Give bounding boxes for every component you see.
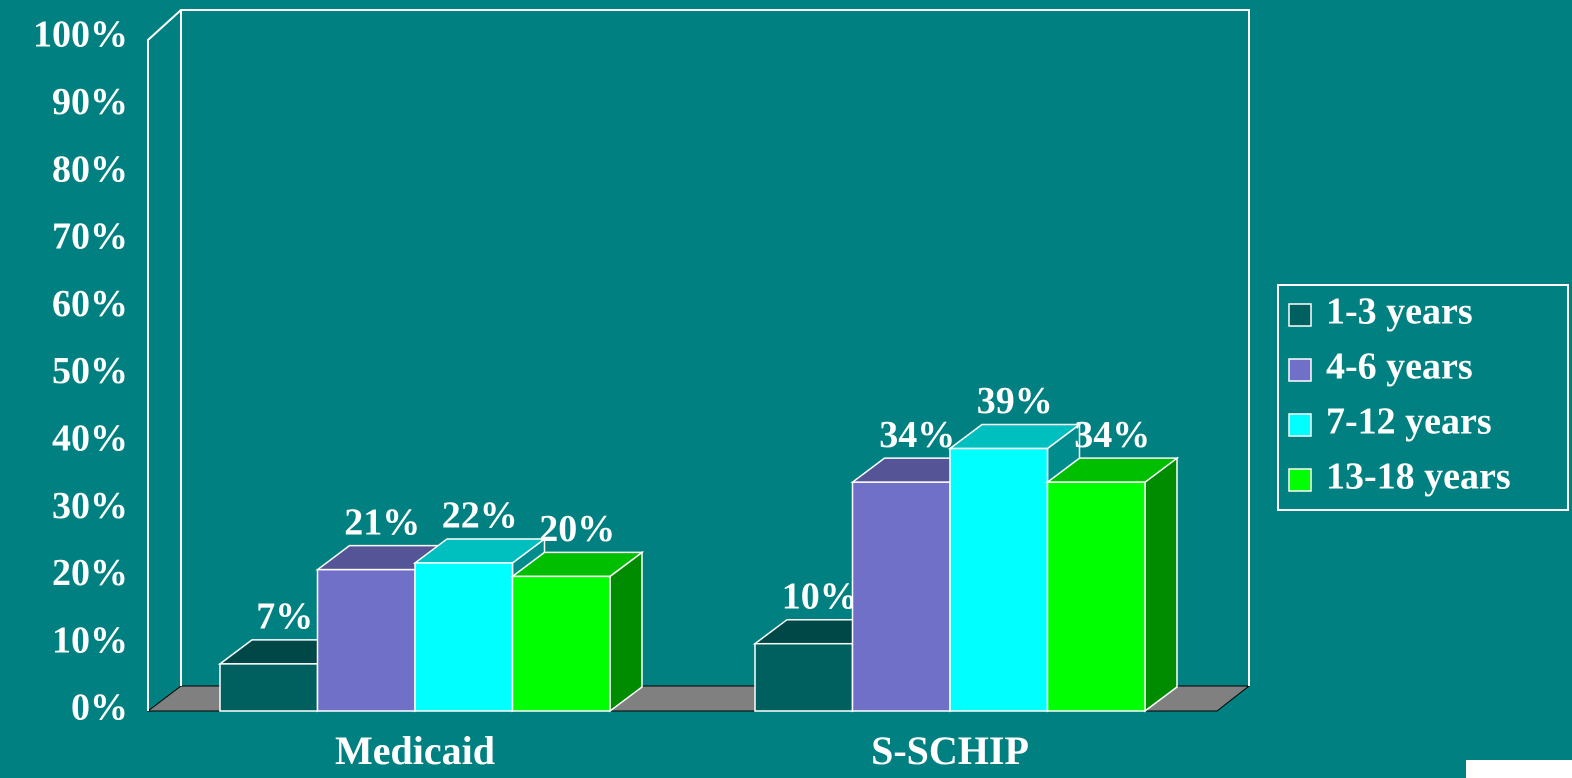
legend-label: 13-18 years — [1326, 456, 1511, 498]
y-tick-label: 20% — [52, 552, 128, 594]
y-tick-label: 0% — [71, 687, 128, 729]
y-tick-label: 40% — [52, 418, 128, 460]
y-tick-label: 10% — [52, 619, 128, 661]
y-tick-label: 80% — [52, 148, 128, 190]
bar — [754, 642, 854, 712]
legend-box — [1277, 284, 1569, 511]
y-tick-label: 90% — [52, 81, 128, 123]
bar — [851, 481, 951, 712]
y-tick-label: 30% — [52, 485, 128, 527]
bar-side — [609, 550, 643, 713]
y-tick-label: 70% — [52, 216, 128, 258]
bar — [949, 447, 1049, 712]
bar — [219, 663, 319, 712]
x-tick-label: S-SCHIP — [871, 728, 1029, 773]
legend-label: 7-12 years — [1326, 401, 1492, 443]
data-label: 34% — [879, 414, 955, 456]
bar — [316, 568, 416, 712]
bar — [511, 575, 611, 712]
bar — [1046, 481, 1146, 712]
bar-side — [1144, 456, 1178, 713]
data-label: 39% — [977, 380, 1053, 422]
y-tick-label: 100% — [33, 14, 128, 56]
legend-swatch — [1288, 468, 1312, 492]
legend-swatch — [1288, 413, 1312, 437]
data-label: 21% — [344, 501, 420, 543]
data-label: 22% — [442, 495, 518, 537]
data-label: 20% — [539, 508, 615, 550]
data-label: 7% — [256, 596, 313, 638]
legend-swatch — [1288, 303, 1312, 327]
legend-label: 1-3 years — [1326, 291, 1473, 333]
legend-swatch — [1288, 358, 1312, 382]
x-tick-label: Medicaid — [335, 728, 495, 773]
y-tick-label: 60% — [52, 283, 128, 325]
data-label: 10% — [782, 575, 858, 617]
bar — [414, 562, 514, 712]
data-label: 34% — [1074, 414, 1150, 456]
corner-patch — [1466, 760, 1572, 778]
legend-label: 4-6 years — [1326, 346, 1473, 388]
y-tick-label: 50% — [52, 350, 128, 392]
